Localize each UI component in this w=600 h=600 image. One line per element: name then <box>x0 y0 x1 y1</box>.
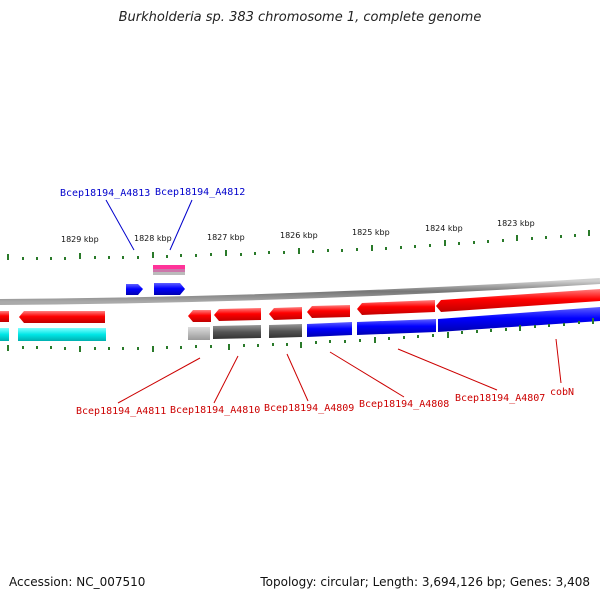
inner-feature-track <box>0 307 600 341</box>
gene-A4812[interactable] <box>154 283 185 295</box>
magenta-track <box>153 265 185 275</box>
gene-A4813[interactable] <box>126 284 143 295</box>
scale-label-1823: 1823 kbp <box>497 219 535 228</box>
scale-labels: 1829 kbp 1828 kbp 1827 kbp 1826 kbp 1825… <box>61 219 535 244</box>
gene-A4811-left[interactable] <box>19 311 105 323</box>
gene-label-A4812[interactable]: Bcep18194_A4812 <box>155 187 245 198</box>
gene-label-A4808[interactable]: Bcep18194_A4808 <box>359 399 449 410</box>
scale-label-1825: 1825 kbp <box>352 228 390 237</box>
bottom-label-leaders <box>117 338 562 404</box>
scale-label-1827: 1827 kbp <box>207 233 245 242</box>
forward-gene-track-outer <box>126 283 185 295</box>
genome-backbone <box>0 278 600 305</box>
gene-label-A4810[interactable]: Bcep18194_A4810 <box>170 405 260 416</box>
scale-label-1824: 1824 kbp <box>425 224 463 233</box>
outer-scale-ring <box>7 230 590 260</box>
gene-label-A4809[interactable]: Bcep18194_A4809 <box>264 403 354 414</box>
gene-label-A4813[interactable]: Bcep18194_A4813 <box>60 188 150 199</box>
map-title: Burkholderia sp. 383 chromosome 1, compl… <box>118 10 482 25</box>
reverse-gene-track <box>0 289 600 323</box>
accession-text: Accession: NC_007510 <box>9 575 146 589</box>
gene-A4807[interactable] <box>357 300 435 315</box>
scale-label-1829: 1829 kbp <box>61 235 99 244</box>
gene-A4808[interactable] <box>307 305 350 318</box>
gene-label-cobN[interactable]: cobN <box>550 387 574 398</box>
gene-label-A4811[interactable]: Bcep18194_A4811 <box>76 406 166 417</box>
topology-text: Topology: circular; Length: 3,694,126 bp… <box>260 575 590 589</box>
gene-cobN[interactable] <box>436 289 600 312</box>
gene-A4811[interactable] <box>188 310 211 322</box>
scale-label-1826: 1826 kbp <box>280 231 318 240</box>
gene-left-edge[interactable] <box>0 311 9 322</box>
gene-A4809[interactable] <box>269 307 302 320</box>
gene-A4810[interactable] <box>214 308 261 321</box>
gene-label-A4807[interactable]: Bcep18194_A4807 <box>455 393 545 404</box>
scale-label-1828: 1828 kbp <box>134 234 172 243</box>
inner-scale-ring <box>7 318 594 352</box>
top-label-leaders <box>105 199 193 251</box>
